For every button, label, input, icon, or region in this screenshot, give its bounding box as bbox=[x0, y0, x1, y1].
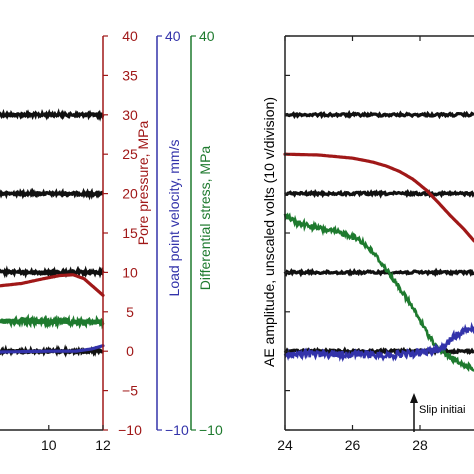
left-x-tick-label: 12 bbox=[95, 437, 111, 453]
right-panel: 24 26 28 bbox=[277, 35, 474, 453]
baseline-trace-1 bbox=[284, 188, 474, 199]
pore-tick-label: 35 bbox=[122, 67, 138, 83]
pore-tick-label: 0 bbox=[126, 343, 134, 359]
baseline-trace-0 bbox=[285, 109, 474, 120]
pore-tick-label: 10 bbox=[122, 264, 138, 280]
right-axes: AE amplitude, unscaled volts (10 v/divis… bbox=[261, 97, 465, 432]
baseline-trace-0 bbox=[0, 108, 105, 122]
slip-annotation: Slip initiai bbox=[419, 404, 465, 416]
velocity-trace-6 bbox=[0, 344, 105, 354]
ae-amplitude-axis-label: AE amplitude, unscaled volts (10 v/divis… bbox=[261, 97, 277, 367]
left-axes: Pore pressure, MPa Load point velocity, … bbox=[135, 121, 213, 297]
pore-tick-label: 5 bbox=[126, 304, 134, 320]
pore-tick-label: −5 bbox=[122, 383, 138, 399]
velocity-tick-label: −10 bbox=[165, 422, 189, 438]
right-x-tick-label: 26 bbox=[345, 437, 361, 453]
baseline-trace-1 bbox=[0, 187, 104, 201]
baseline-trace-2 bbox=[283, 267, 474, 278]
pore-tick-label: −10 bbox=[118, 422, 142, 438]
pore-tick-label: 20 bbox=[122, 186, 138, 202]
pore-tick-label: 30 bbox=[122, 107, 138, 123]
pore-tick-label: 15 bbox=[122, 225, 138, 241]
slip-arrow-head bbox=[410, 393, 418, 403]
velocity-trace-6 bbox=[283, 321, 474, 363]
left-panel: 10 12 40 35 30 25 20 15 10 5 0 −5 −10 40 −10 40 −10 bbox=[0, 28, 223, 453]
right-x-tick-label: 28 bbox=[412, 437, 428, 453]
pore-trace-4 bbox=[283, 152, 474, 243]
right-x-tick-label: 24 bbox=[277, 437, 293, 453]
pore-tick-label: 40 bbox=[122, 28, 138, 44]
pore-pressure-axis-label: Pore pressure, MPa bbox=[135, 121, 151, 246]
stress-trace-5 bbox=[0, 313, 105, 330]
left-x-tick-label: 10 bbox=[41, 437, 57, 453]
load-point-velocity-axis-label: Load point velocity, mm/s bbox=[166, 140, 182, 297]
pore-tick-label: 25 bbox=[122, 146, 138, 162]
stress-tick-label: 40 bbox=[199, 28, 215, 44]
differential-stress-axis-label: Differential stress, MPa bbox=[197, 146, 213, 291]
stress-tick-label: −10 bbox=[199, 422, 223, 438]
baseline-trace-2 bbox=[0, 265, 105, 279]
velocity-tick-label: 40 bbox=[165, 28, 181, 44]
pore-trace-4 bbox=[0, 273, 105, 297]
